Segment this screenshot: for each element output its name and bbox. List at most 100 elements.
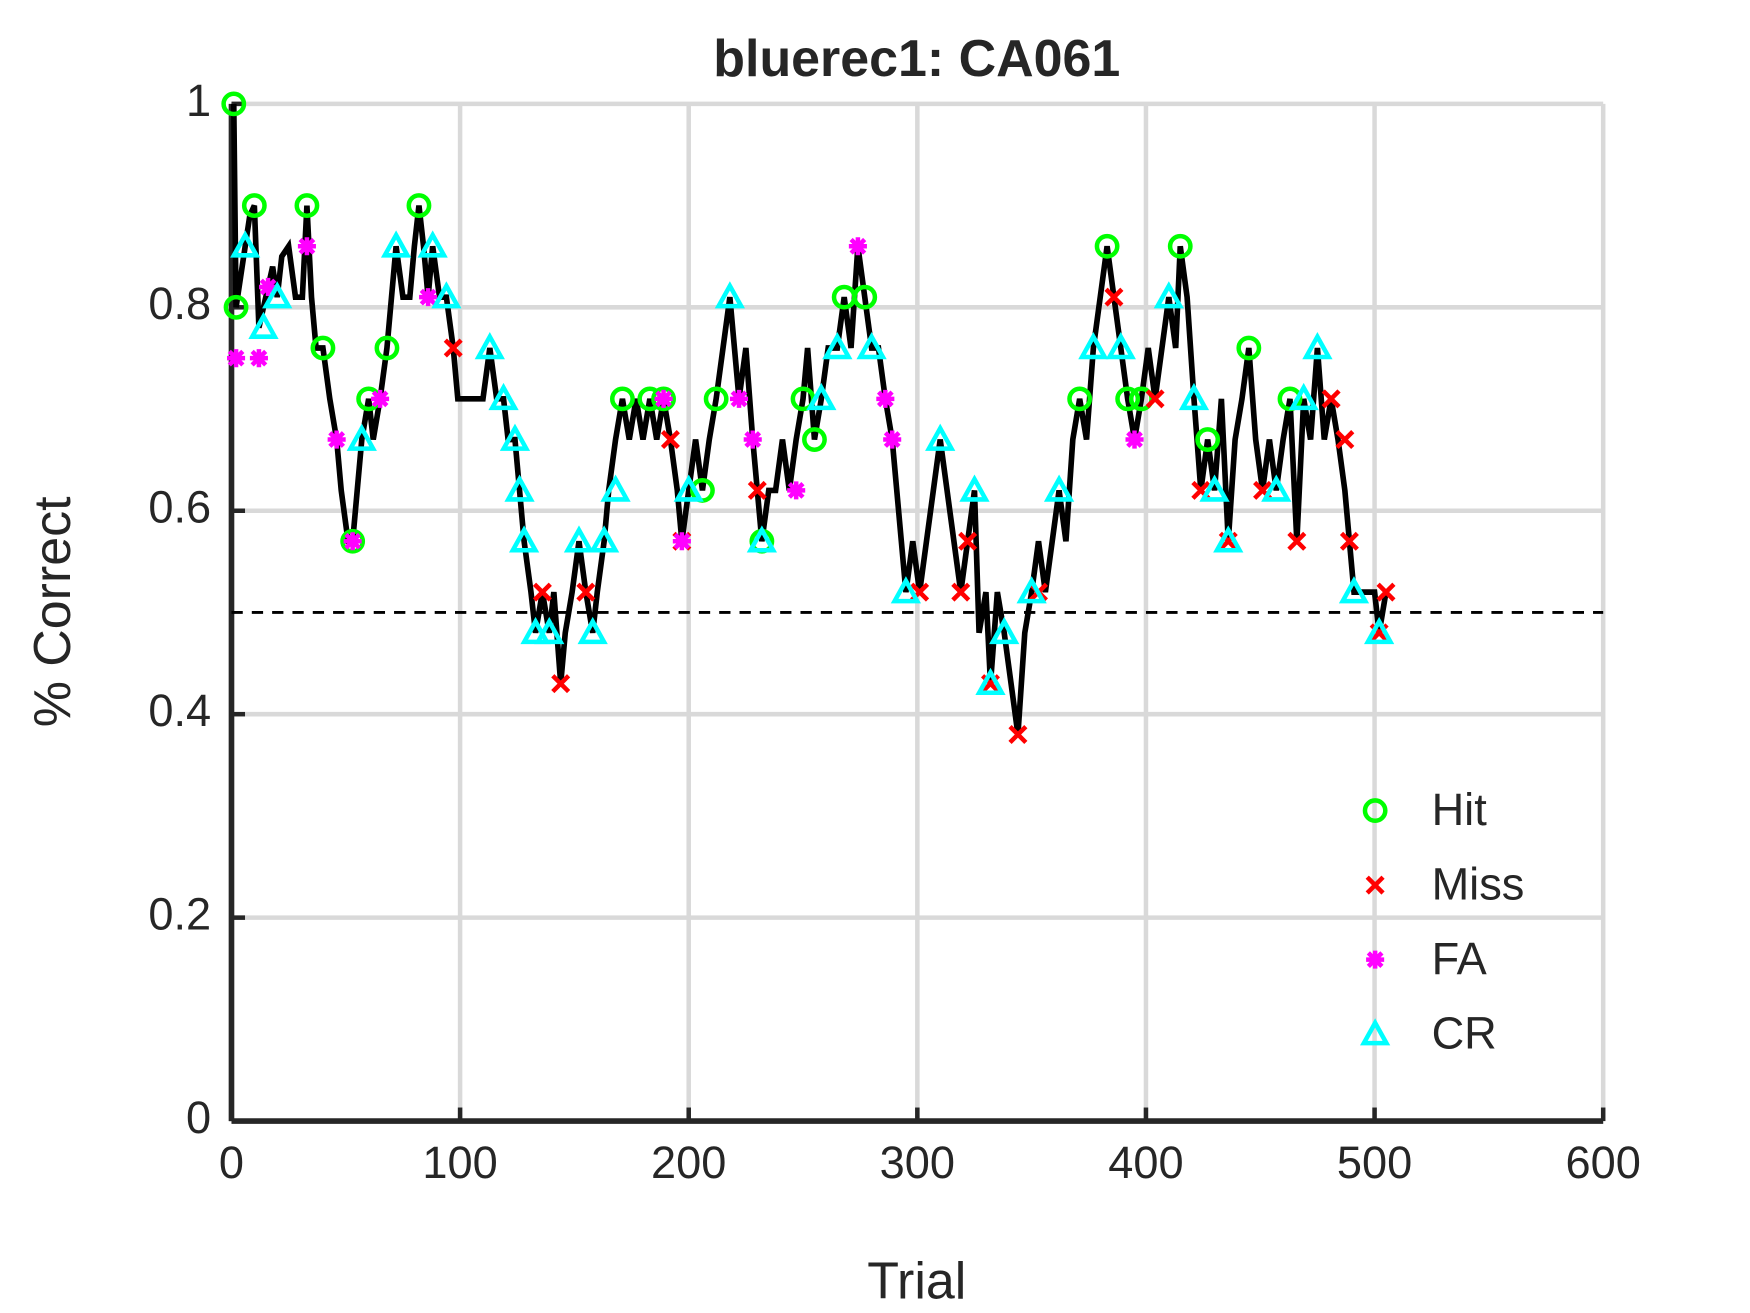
fa-marker <box>672 532 691 551</box>
x-tick-label: 200 <box>651 1137 726 1188</box>
cr-marker <box>822 332 853 360</box>
legend-label: CR <box>1432 1007 1497 1058</box>
fa-marker <box>419 288 438 307</box>
cr-marker <box>1302 332 1333 360</box>
cr-marker <box>563 525 595 553</box>
y-tick-label: 0.4 <box>148 685 211 736</box>
y-axis-label: % Correct <box>24 496 82 727</box>
accuracy-line <box>230 103 1389 735</box>
cr-marker <box>746 525 778 553</box>
hit-marker <box>340 528 366 554</box>
fa-marker <box>1366 950 1385 969</box>
cr-marker <box>417 230 448 258</box>
x-tick-label: 400 <box>1108 1137 1183 1188</box>
cr-marker <box>975 667 1006 695</box>
hit-marker <box>241 193 267 219</box>
fa-marker <box>327 430 346 449</box>
cr-marker <box>488 382 519 411</box>
chart-title: bluerec1: CA061 <box>713 30 1120 88</box>
cr-marker <box>1261 474 1292 502</box>
miss-marker <box>1008 725 1028 745</box>
miss-marker <box>1335 430 1355 450</box>
fa-marker <box>343 532 362 551</box>
y-tick-label: 0.6 <box>148 482 211 533</box>
miss-marker <box>951 582 971 602</box>
cr-marker <box>380 230 412 258</box>
cr-marker <box>1213 525 1244 553</box>
cr-marker <box>499 423 531 451</box>
miss-marker <box>1376 582 1396 602</box>
x-tick-label: 300 <box>880 1137 955 1188</box>
cr-marker <box>534 616 565 645</box>
cr-marker <box>1078 332 1109 360</box>
hit-marker <box>221 91 247 117</box>
fa-marker <box>743 430 762 449</box>
hit-marker <box>1362 798 1388 824</box>
hit-marker <box>610 386 635 412</box>
hit-marker <box>1115 386 1141 412</box>
legend-label: Miss <box>1432 858 1525 909</box>
cr-marker <box>346 423 377 451</box>
cr-marker <box>508 525 540 553</box>
miss-marker <box>551 674 571 694</box>
hit-marker <box>852 284 878 310</box>
x-axis-label: Trial <box>867 1252 966 1310</box>
hit-marker <box>223 294 249 320</box>
cr-marker <box>504 474 535 502</box>
y-tick-label: 0.2 <box>148 889 211 940</box>
fa-marker <box>883 430 902 449</box>
cr-marker <box>989 616 1020 645</box>
miss-marker <box>1287 531 1307 551</box>
cr-marker <box>1360 1018 1391 1046</box>
hit-marker <box>802 427 827 452</box>
fa-marker <box>297 237 316 256</box>
x-tick-label: 100 <box>422 1137 497 1188</box>
hit-marker <box>703 386 729 412</box>
cr-marker <box>474 332 505 360</box>
hit-marker <box>651 386 676 412</box>
cr-marker <box>248 311 279 339</box>
cr-marker <box>600 474 631 502</box>
miss-marker <box>958 531 978 551</box>
fa-marker <box>371 389 390 408</box>
miss-marker <box>1321 389 1341 409</box>
miss-marker <box>576 582 596 602</box>
cr-marker <box>589 525 620 553</box>
hit-marker <box>1094 233 1120 259</box>
legend-label: FA <box>1432 933 1488 984</box>
x-tick-label: 0 <box>219 1137 244 1188</box>
hit-marker <box>1236 335 1262 361</box>
fa-marker <box>1125 430 1144 449</box>
cr-marker <box>1338 576 1370 604</box>
cr-marker <box>806 382 837 411</box>
legend-label: Hit <box>1432 784 1488 835</box>
miss-marker <box>1145 389 1165 409</box>
hit-marker <box>406 193 432 219</box>
fa-marker <box>729 389 749 408</box>
miss-marker <box>443 338 463 358</box>
fa-marker <box>249 349 268 368</box>
x-tick-label: 500 <box>1337 1137 1412 1188</box>
cr-marker <box>856 332 887 360</box>
cr-marker <box>1043 474 1075 502</box>
hit-marker <box>1128 386 1154 412</box>
cr-marker <box>890 576 922 604</box>
fa-marker <box>787 481 806 500</box>
fa-marker <box>654 389 673 408</box>
hit-marker <box>1195 427 1221 452</box>
hit-marker <box>310 335 336 361</box>
cr-marker <box>577 616 608 645</box>
hit-marker <box>294 193 320 219</box>
cr-marker <box>1178 382 1210 411</box>
cr-marker <box>230 230 261 258</box>
y-tick-label: 1 <box>186 75 211 126</box>
cr-marker <box>959 474 990 502</box>
cr-marker <box>1364 616 1395 645</box>
cr-marker <box>714 281 745 309</box>
miss-marker <box>1339 531 1359 551</box>
cr-marker <box>1288 382 1319 411</box>
cr-marker <box>1199 474 1230 502</box>
hit-marker <box>1067 386 1093 412</box>
fa-marker <box>876 389 895 408</box>
